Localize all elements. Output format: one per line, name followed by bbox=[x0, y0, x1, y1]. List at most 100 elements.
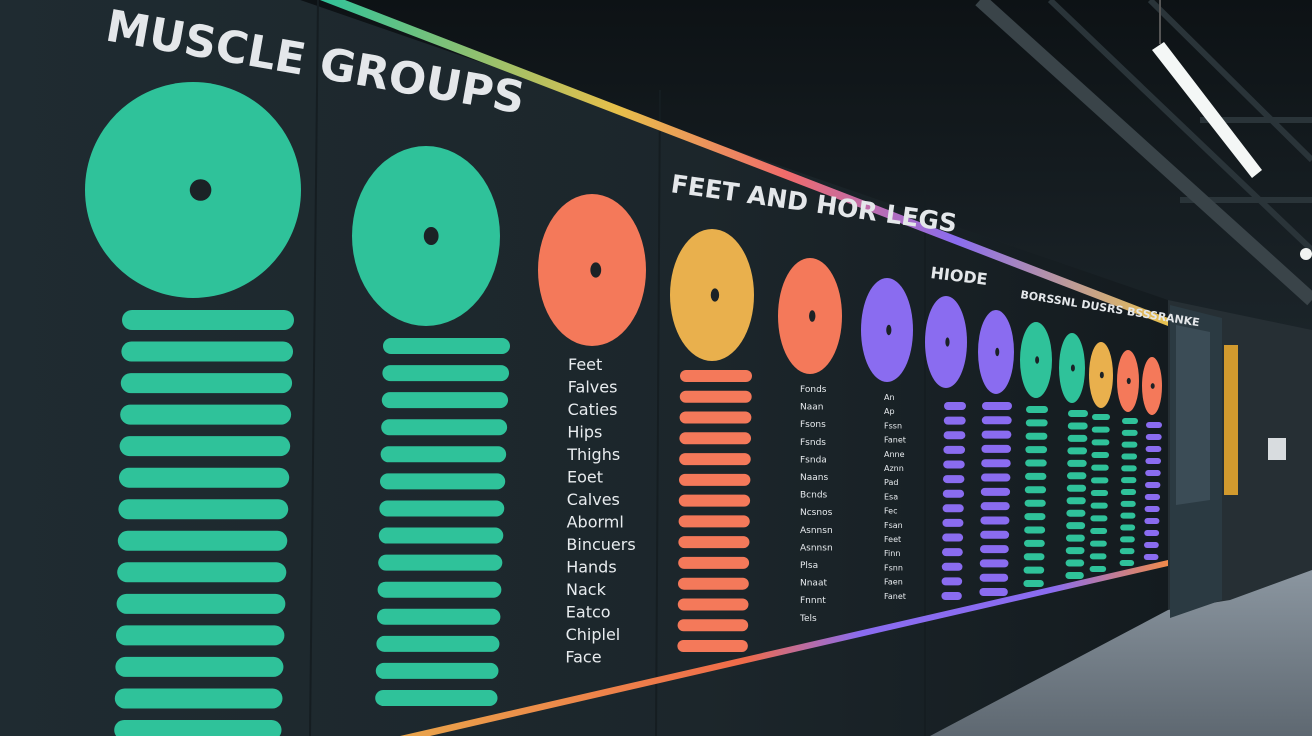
level-bar bbox=[981, 430, 1012, 439]
level-bar bbox=[1026, 406, 1048, 413]
muscle-list-item: Fec bbox=[884, 507, 897, 516]
muscle-list-item: Feet bbox=[568, 355, 602, 374]
target-center-dot bbox=[1035, 356, 1040, 364]
level-bar bbox=[677, 619, 749, 632]
level-bar bbox=[115, 656, 284, 677]
level-bar bbox=[1144, 530, 1160, 536]
level-bar bbox=[1145, 434, 1162, 440]
level-bar bbox=[942, 548, 963, 557]
level-bar bbox=[982, 402, 1012, 410]
level-bar bbox=[679, 432, 752, 445]
level-bar bbox=[980, 545, 1009, 554]
level-bar bbox=[980, 530, 1010, 539]
level-bar bbox=[943, 431, 966, 440]
level-bar bbox=[1066, 484, 1087, 492]
muscle-list-item: Aznn bbox=[884, 464, 904, 473]
level-bar bbox=[1023, 553, 1045, 561]
level-bar bbox=[1065, 572, 1084, 579]
level-bar bbox=[679, 411, 752, 424]
level-bar bbox=[942, 533, 964, 542]
level-bar bbox=[1144, 542, 1159, 548]
muscle-list-item: Faen bbox=[884, 578, 903, 587]
level-bar bbox=[980, 502, 1010, 511]
muscle-list-item: Eoet bbox=[567, 468, 603, 487]
level-bar bbox=[942, 518, 964, 527]
level-bar bbox=[1144, 506, 1160, 512]
muscle-list-item: Naans bbox=[800, 473, 828, 483]
level-bar bbox=[1146, 422, 1162, 428]
muscle-list-item: Fsons bbox=[800, 420, 826, 430]
level-bar bbox=[1145, 446, 1162, 452]
level-bar bbox=[1121, 453, 1138, 460]
target-center-dot bbox=[995, 347, 1000, 357]
level-bar bbox=[1066, 522, 1086, 530]
level-bar bbox=[120, 404, 292, 425]
level-bar bbox=[380, 473, 506, 490]
level-bar bbox=[120, 373, 293, 394]
level-bar bbox=[377, 608, 501, 625]
level-bar bbox=[1068, 410, 1088, 417]
level-bar bbox=[678, 577, 749, 590]
muscle-list-item: Feet bbox=[884, 535, 901, 544]
muscle-list-item: Hands bbox=[566, 558, 616, 577]
target-group bbox=[85, 82, 301, 736]
muscle-list-item: Bcnds bbox=[800, 491, 828, 501]
level-bar bbox=[1121, 441, 1138, 448]
level-bar bbox=[122, 310, 294, 330]
level-bar bbox=[118, 499, 289, 520]
level-bar bbox=[1090, 515, 1108, 522]
level-bar bbox=[1091, 477, 1109, 484]
muscle-list-item: Thighs bbox=[566, 445, 620, 464]
target-group bbox=[1142, 357, 1162, 560]
muscle-list-item: Fonds bbox=[800, 385, 827, 395]
muscle-list-mid: Fonds Naan Fsons Fsnds Fsnda Naans Bcnds Ncsnos… bbox=[799, 385, 833, 624]
muscle-list-item: Pad bbox=[884, 478, 898, 487]
level-bar bbox=[1067, 472, 1087, 480]
level-bar bbox=[1066, 509, 1086, 517]
muscle-list-item: Chiplel bbox=[566, 625, 621, 644]
level-bar bbox=[1121, 465, 1137, 472]
level-bar bbox=[1024, 526, 1046, 534]
muscle-list-item: Face bbox=[565, 648, 601, 667]
wall-sign bbox=[1268, 438, 1286, 460]
muscle-list-item: Esa bbox=[884, 492, 898, 501]
muscle-list-item: Ncsnos bbox=[800, 508, 833, 518]
target-group bbox=[1089, 342, 1113, 572]
level-bar bbox=[941, 592, 962, 600]
level-bar bbox=[1089, 553, 1107, 560]
level-bar bbox=[1023, 566, 1045, 574]
level-bar bbox=[680, 370, 752, 382]
muscle-list-item: Fsnds bbox=[800, 438, 826, 448]
target-group bbox=[778, 258, 842, 374]
level-bar bbox=[981, 459, 1011, 468]
level-bar bbox=[376, 635, 500, 652]
level-bar bbox=[119, 467, 290, 488]
level-bar bbox=[981, 444, 1012, 453]
level-bar bbox=[1090, 540, 1107, 547]
muscle-list-item: Asnnsn bbox=[800, 543, 833, 553]
target-center-dot bbox=[189, 179, 212, 201]
target-center-dot bbox=[423, 227, 439, 245]
level-bar bbox=[116, 593, 286, 614]
level-bar bbox=[679, 390, 752, 403]
target-group bbox=[1117, 350, 1139, 566]
level-bar bbox=[1091, 464, 1109, 471]
level-bar bbox=[678, 556, 750, 569]
level-bar bbox=[1067, 422, 1088, 430]
level-bar bbox=[1120, 512, 1136, 519]
level-bar bbox=[943, 445, 966, 454]
muscle-list-item: Nack bbox=[566, 580, 607, 599]
level-bar bbox=[677, 640, 748, 652]
target-group bbox=[1020, 322, 1052, 587]
level-bar bbox=[380, 446, 507, 463]
muscle-list-item: An bbox=[884, 393, 895, 402]
level-bar bbox=[1091, 426, 1110, 433]
target-center-dot bbox=[1099, 371, 1104, 379]
level-bar bbox=[1067, 434, 1088, 442]
target-center-dot bbox=[590, 262, 602, 278]
level-bar bbox=[1065, 547, 1085, 555]
level-bar bbox=[1025, 419, 1048, 427]
level-bar bbox=[1144, 494, 1161, 500]
level-bar bbox=[679, 453, 751, 466]
